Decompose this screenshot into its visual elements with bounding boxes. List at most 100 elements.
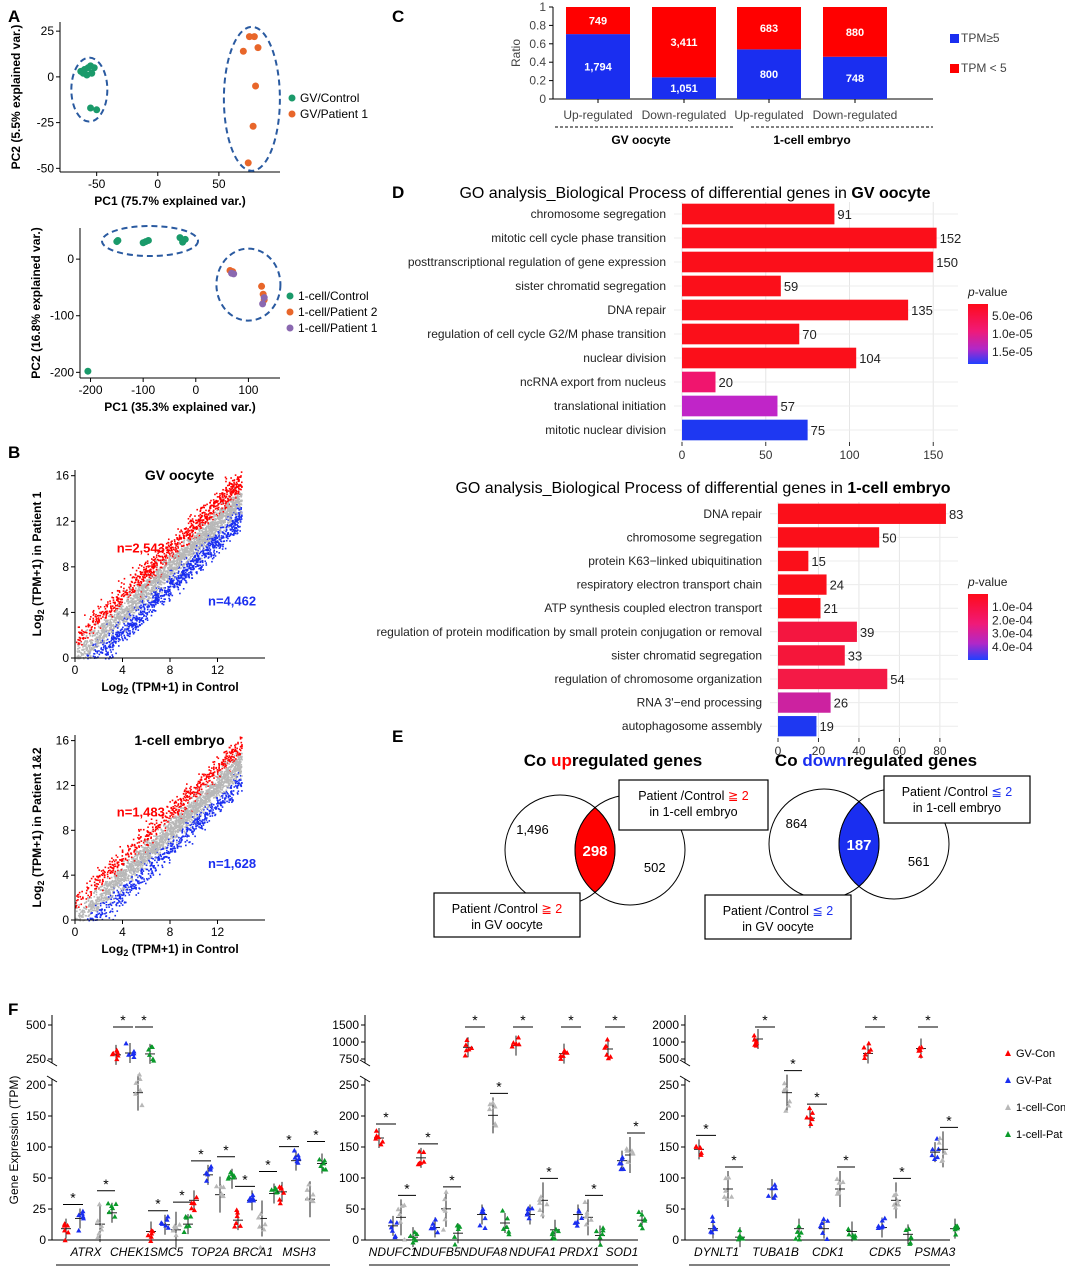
gene-point bbox=[110, 621, 113, 624]
gene-point bbox=[199, 525, 202, 528]
gene-point bbox=[209, 501, 211, 504]
gene-point bbox=[108, 634, 110, 637]
gene-point bbox=[168, 597, 170, 600]
gene-point bbox=[143, 610, 146, 613]
gene-point bbox=[140, 582, 143, 585]
gene-point bbox=[80, 652, 83, 655]
gene-point bbox=[219, 776, 222, 779]
gene-point bbox=[154, 596, 156, 599]
gene-point bbox=[204, 535, 207, 538]
gene-point bbox=[193, 558, 196, 560]
gene-point bbox=[165, 573, 168, 576]
gene-point bbox=[201, 557, 203, 560]
gene-point bbox=[98, 636, 101, 639]
gene-point bbox=[169, 825, 172, 828]
gene-point bbox=[189, 827, 192, 829]
gene-point bbox=[163, 847, 166, 850]
gene-point bbox=[198, 567, 200, 570]
gene-point bbox=[135, 569, 138, 572]
gene-point bbox=[154, 580, 157, 583]
gene-point bbox=[183, 545, 185, 548]
gene-point bbox=[192, 544, 194, 547]
gene-point bbox=[203, 537, 206, 539]
gene-point bbox=[143, 566, 145, 569]
gene-point bbox=[99, 627, 102, 629]
gene-point bbox=[191, 549, 194, 551]
gene-point bbox=[170, 549, 172, 552]
gene-point bbox=[137, 609, 140, 611]
gene-point bbox=[144, 562, 147, 565]
gene-point bbox=[107, 601, 109, 603]
gene-point bbox=[117, 640, 120, 643]
gene-point bbox=[155, 574, 157, 577]
gene-point bbox=[153, 599, 156, 602]
gene-point bbox=[186, 576, 188, 578]
gene-point bbox=[124, 630, 126, 633]
gene-point bbox=[119, 611, 122, 614]
pca-point bbox=[179, 238, 187, 246]
gene-point bbox=[238, 514, 241, 516]
gene-point bbox=[139, 611, 142, 614]
gene-point bbox=[83, 652, 86, 654]
gene-point bbox=[221, 524, 223, 526]
gene-point bbox=[103, 630, 105, 632]
gene-point bbox=[214, 531, 216, 534]
gene-point bbox=[164, 841, 166, 844]
gene-point bbox=[161, 594, 163, 597]
gene-point bbox=[79, 908, 81, 911]
gene-point bbox=[160, 583, 163, 586]
pca-point bbox=[84, 367, 92, 375]
gene-point bbox=[143, 588, 145, 591]
gene-point bbox=[137, 567, 140, 569]
gene-point bbox=[77, 654, 80, 657]
gene-point bbox=[202, 545, 205, 548]
gene-point bbox=[233, 502, 236, 505]
gene-point bbox=[86, 640, 88, 642]
gene-point bbox=[213, 553, 216, 555]
gene-point bbox=[192, 561, 195, 563]
gene-point bbox=[118, 591, 121, 594]
gene-point bbox=[84, 614, 86, 616]
gene-point bbox=[109, 600, 111, 602]
gene-point bbox=[141, 610, 144, 613]
gene-point bbox=[89, 624, 91, 627]
gene-point bbox=[100, 624, 103, 626]
gene-point bbox=[228, 508, 231, 511]
gene-point bbox=[212, 554, 215, 557]
gene-point bbox=[139, 618, 141, 621]
gene-point bbox=[229, 499, 231, 501]
gene-point bbox=[225, 488, 228, 491]
axis-label: Log2 (TPM+1) in Patient 1 bbox=[30, 491, 46, 636]
gene-point bbox=[209, 548, 212, 551]
gene-point bbox=[206, 519, 209, 522]
gene-point bbox=[187, 550, 190, 552]
gene-point bbox=[238, 503, 240, 505]
gene-point bbox=[237, 494, 239, 496]
scatter-points bbox=[75, 471, 243, 660]
gene-point bbox=[156, 572, 158, 574]
gene-point bbox=[214, 555, 217, 557]
gene-point bbox=[110, 624, 113, 626]
gene-point bbox=[131, 591, 133, 594]
gene-point bbox=[182, 569, 184, 572]
gene-point bbox=[231, 527, 233, 529]
gene-point bbox=[153, 565, 155, 568]
gene-point bbox=[204, 534, 206, 537]
gene-point bbox=[222, 488, 224, 491]
gene-point bbox=[166, 580, 168, 583]
gene-point bbox=[94, 646, 97, 648]
gene-point bbox=[145, 841, 147, 843]
gene-point bbox=[188, 819, 190, 822]
gene-point bbox=[171, 543, 173, 545]
gene-point bbox=[87, 911, 89, 913]
gene-point bbox=[111, 628, 114, 631]
gene-point bbox=[201, 527, 203, 529]
gene-point bbox=[224, 507, 227, 510]
gene-point bbox=[136, 583, 139, 586]
gene-point bbox=[105, 616, 107, 618]
gene-point bbox=[157, 573, 160, 576]
gene-point bbox=[213, 545, 216, 548]
gene-point bbox=[104, 647, 107, 650]
gene-point bbox=[136, 589, 138, 592]
gene-point bbox=[86, 629, 89, 631]
